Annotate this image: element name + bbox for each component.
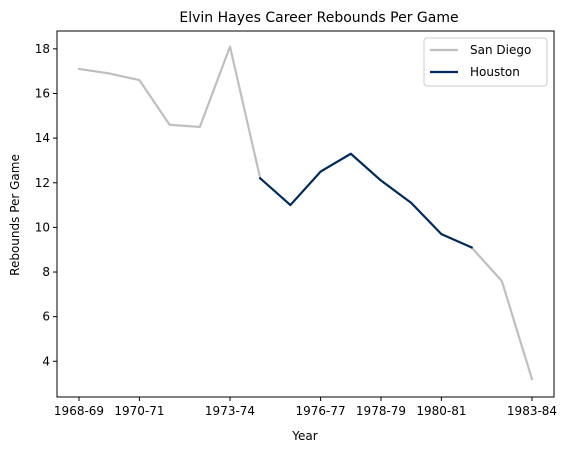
y-tick-label: 16: [35, 86, 50, 100]
series-line-san-diego: [470, 245, 534, 381]
y-tick-label: 8: [42, 265, 50, 279]
series-line-san-diego: [77, 45, 262, 180]
x-axis-label: Year: [291, 429, 317, 443]
legend: San Diego Houston: [423, 37, 548, 87]
legend-label-san-diego: San Diego: [470, 43, 531, 57]
x-tick-label: 1970-71: [114, 404, 164, 418]
axes-frame: [56, 30, 555, 398]
legend-label-houston: Houston: [470, 65, 520, 79]
y-tick-label: 4: [42, 354, 50, 368]
x-tick-label: 1983-84: [507, 404, 557, 418]
y-tick-label: 10: [35, 220, 50, 234]
y-axis-label: Rebounds Per Game: [8, 154, 22, 276]
x-tick-label: 1973-74: [205, 404, 255, 418]
y-tick-label: 14: [35, 131, 50, 145]
x-tick-label: 1976-77: [296, 404, 346, 418]
y-tick-label: 12: [35, 176, 50, 190]
x-tick-label: 1980-81: [416, 404, 466, 418]
plot-area: 4 6 8 10 12 14 16 18 1968-69 1970-71 1973-74 1976-7…: [35, 30, 557, 418]
x-tick-label: 1978-79: [356, 404, 406, 418]
x-tick-label: 1968-69: [54, 404, 104, 418]
y-tick-label: 18: [35, 42, 50, 56]
series-line-houston: [258, 152, 474, 249]
chart-title: Elvin Hayes Career Rebounds Per Game: [179, 10, 458, 26]
y-tick-label: 6: [42, 310, 50, 324]
